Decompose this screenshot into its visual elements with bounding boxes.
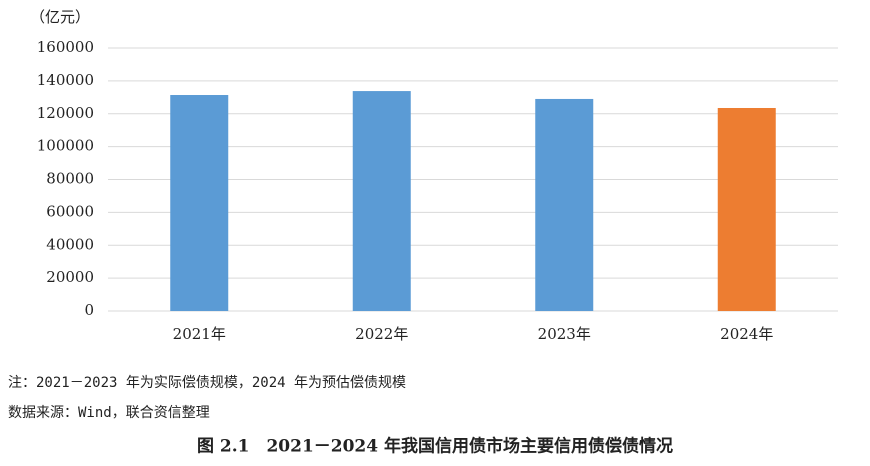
x-tick-label: 2023年 xyxy=(538,325,591,343)
source: 数据来源：Wind，联合资信整理 xyxy=(8,405,210,421)
y-tick-label: 160000 xyxy=(37,38,94,56)
bar xyxy=(170,95,229,311)
y-tick-label: 80000 xyxy=(46,170,94,188)
y-tick-label: 60000 xyxy=(46,202,94,220)
bar xyxy=(535,98,594,311)
caption: 图 2.1 2021－2024 年我国信用债市场主要信用债偿债情况 xyxy=(197,436,673,457)
x-tick-label: 2021年 xyxy=(173,325,226,343)
bar xyxy=(717,107,776,311)
y-tick-label: 100000 xyxy=(37,137,94,155)
x-tick-label: 2024年 xyxy=(720,325,773,343)
note: 注：2021－2023 年为实际偿债规模，2024 年为预估偿债规模 xyxy=(8,375,406,391)
y-axis-label: （亿元） xyxy=(30,8,90,26)
x-tick-label: 2022年 xyxy=(355,325,408,343)
y-tick-label: 140000 xyxy=(37,71,94,89)
y-tick-label: 0 xyxy=(84,301,94,319)
bar xyxy=(352,91,411,311)
y-tick-label: 120000 xyxy=(37,104,94,122)
y-tick-label: 40000 xyxy=(46,235,94,253)
y-tick-label: 20000 xyxy=(46,268,94,286)
